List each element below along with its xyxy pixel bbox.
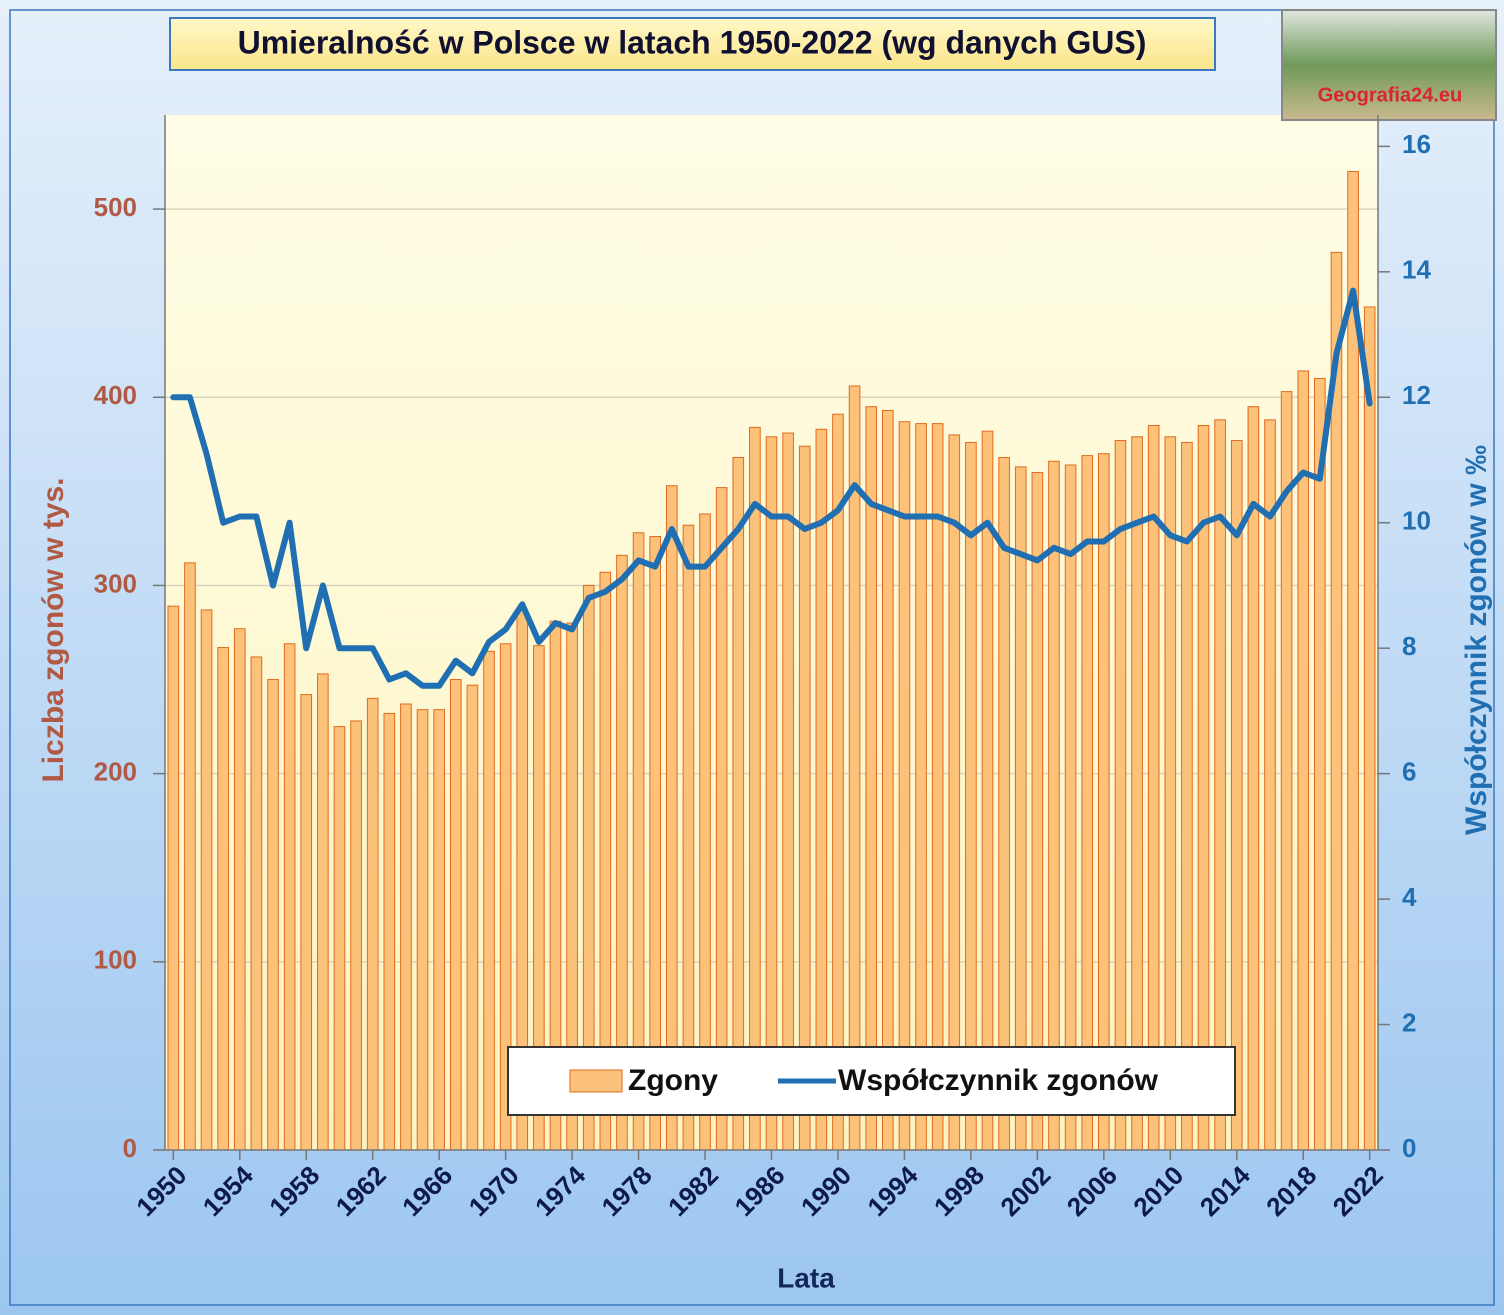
y2-tick-label: 6 xyxy=(1402,757,1416,787)
y2-tick-label: 16 xyxy=(1402,129,1431,159)
bar xyxy=(184,562,196,1151)
legend: Zgony Współczynnik zgonów xyxy=(507,1046,1236,1116)
title-box xyxy=(169,17,1216,71)
bar xyxy=(782,432,794,1151)
bar xyxy=(1197,425,1210,1151)
bar xyxy=(400,703,412,1151)
bar xyxy=(333,726,346,1151)
bar xyxy=(981,430,994,1151)
bar xyxy=(483,650,495,1151)
bar xyxy=(881,409,894,1151)
y2-tick-label: 0 xyxy=(1402,1133,1416,1163)
bar xyxy=(350,720,362,1151)
bar xyxy=(1114,440,1127,1151)
bar xyxy=(1081,455,1094,1151)
x-axis-label: Lata xyxy=(777,1262,835,1293)
y2-axis-label: Współczynnik zgonów w ‰ xyxy=(1460,445,1493,835)
bar xyxy=(749,426,761,1151)
bar xyxy=(233,628,246,1151)
bar xyxy=(765,436,778,1151)
legend-box xyxy=(507,1046,1236,1116)
bar xyxy=(865,406,878,1151)
bar xyxy=(1131,436,1143,1151)
bar xyxy=(366,697,379,1151)
bar xyxy=(1264,419,1276,1151)
y-tick-label: 300 xyxy=(94,568,137,598)
bar xyxy=(965,441,977,1151)
bar xyxy=(466,684,479,1151)
bar xyxy=(1280,391,1293,1151)
bar xyxy=(1147,425,1160,1151)
y-tick-label: 100 xyxy=(94,945,137,975)
y2-tick-label: 12 xyxy=(1402,380,1431,410)
bar xyxy=(433,709,445,1151)
y-tick-label: 400 xyxy=(94,380,137,410)
y2-tick-label: 4 xyxy=(1402,882,1417,912)
bar xyxy=(217,647,229,1151)
bar xyxy=(798,445,811,1151)
bar xyxy=(832,413,844,1151)
bar xyxy=(898,421,911,1151)
bar xyxy=(1230,440,1243,1151)
y-axis-label: Liczba zgonów w tys. xyxy=(37,477,70,782)
bar xyxy=(449,679,462,1151)
bar xyxy=(267,679,279,1151)
logo-text: Geografia24.eu xyxy=(1318,84,1463,106)
y-tick-label: 0 xyxy=(123,1133,137,1163)
y-tick-label: 200 xyxy=(94,757,137,787)
bar xyxy=(848,385,861,1151)
bar xyxy=(815,428,828,1151)
legend-swatch-bar xyxy=(569,1069,623,1093)
bar xyxy=(200,609,213,1151)
logo xyxy=(1281,9,1497,121)
bar xyxy=(1164,436,1177,1151)
bar xyxy=(1297,370,1310,1151)
bar xyxy=(383,712,396,1151)
y2-tick-label: 14 xyxy=(1402,255,1431,285)
bar xyxy=(250,656,263,1151)
bar xyxy=(283,643,296,1151)
legend-label: Zgony xyxy=(628,1064,718,1097)
y-tick-label: 500 xyxy=(94,192,137,222)
bar xyxy=(167,605,180,1151)
frame xyxy=(9,9,1495,1306)
bar xyxy=(1247,406,1260,1151)
y2-tick-label: 8 xyxy=(1402,631,1416,661)
legend-label: Współczynnik zgonów xyxy=(838,1064,1159,1097)
bar xyxy=(416,709,429,1151)
bar xyxy=(931,423,944,1151)
bar xyxy=(1214,419,1226,1151)
bar xyxy=(1363,306,1376,1151)
bar xyxy=(300,694,313,1151)
bar xyxy=(915,423,927,1151)
bar xyxy=(1098,453,1110,1151)
line-series xyxy=(170,287,1373,689)
y2-tick-label: 10 xyxy=(1402,506,1431,536)
bar xyxy=(948,434,961,1151)
bar xyxy=(317,673,329,1151)
chart-title: Umieralność w Polsce w latach 1950-2022 … xyxy=(238,24,1147,60)
bar xyxy=(1314,377,1326,1151)
bar xyxy=(1181,441,1193,1151)
y2-tick-label: 2 xyxy=(1402,1007,1416,1037)
